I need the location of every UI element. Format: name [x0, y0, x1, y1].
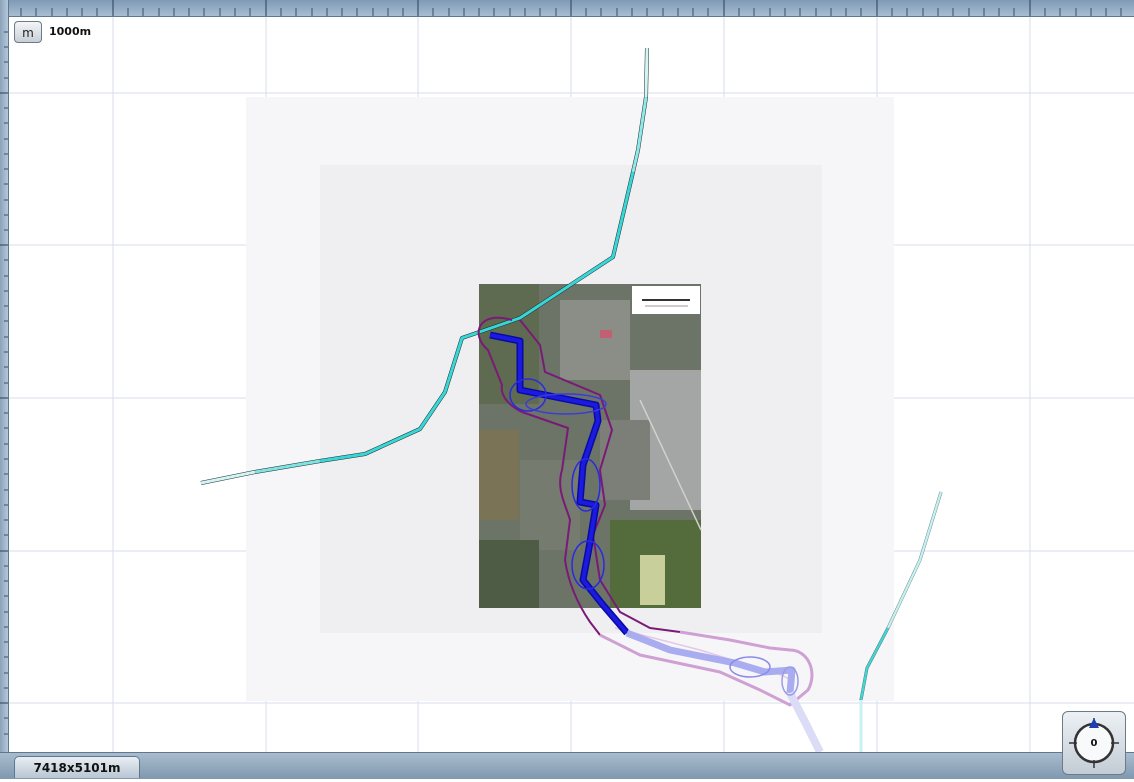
north-arrow-icon	[1089, 718, 1099, 728]
compass-icon	[1069, 718, 1119, 768]
map-dimensions-tab[interactable]: 7418x5101m	[14, 756, 140, 778]
status-bar	[0, 752, 1134, 779]
unit-toggle-button[interactable]: m	[14, 21, 42, 43]
compass-button[interactable]: 0	[1062, 711, 1126, 775]
scale-label: 1000m	[49, 25, 92, 38]
buffer-corridor[interactable]	[477, 316, 814, 707]
ruler-left	[0, 0, 9, 778]
compass-heading: 0	[1090, 738, 1098, 749]
track-lower[interactable]	[859, 491, 943, 752]
ruler-top	[0, 0, 1134, 17]
track-upper[interactable]	[200, 47, 649, 485]
route-line[interactable]	[489, 331, 824, 754]
